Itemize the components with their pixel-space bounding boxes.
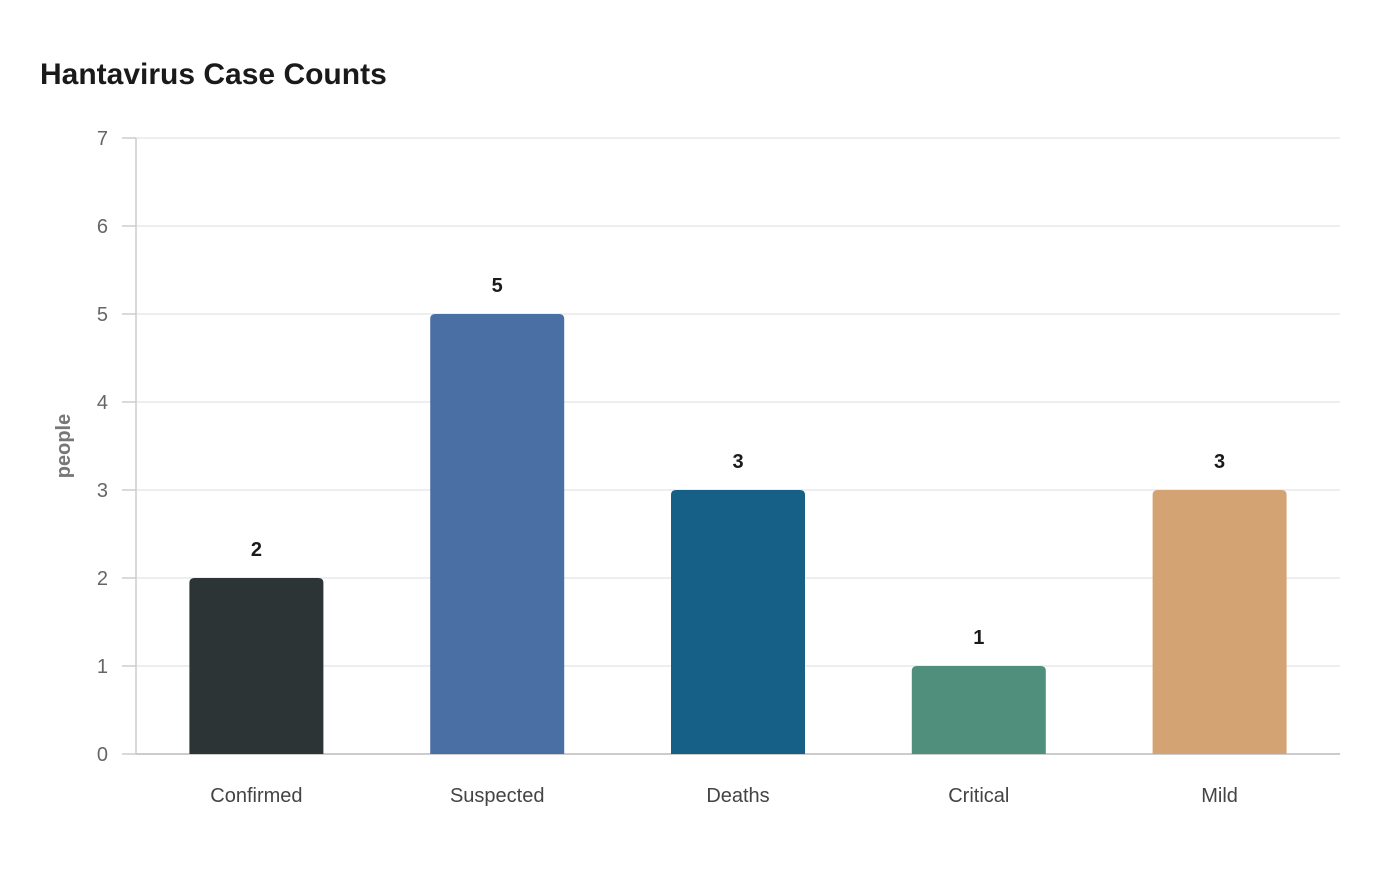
- bar-confirmed[interactable]: [189, 578, 324, 754]
- x-tick-label: Confirmed: [210, 785, 302, 807]
- value-labels: 2 5 3 1 3: [251, 275, 1225, 649]
- bar-deaths[interactable]: [671, 490, 805, 754]
- x-tick-label: Suspected: [450, 785, 545, 807]
- data-label: 1: [973, 627, 984, 649]
- data-label: 3: [732, 451, 743, 473]
- x-tick-label: Critical: [948, 785, 1009, 807]
- bar-mild[interactable]: [1152, 490, 1287, 754]
- bars: [189, 314, 1287, 754]
- data-label: 2: [251, 539, 262, 561]
- x-tick-label: Deaths: [706, 785, 769, 807]
- y-axis-label: people: [53, 414, 75, 478]
- category-labels: Confirmed Suspected Deaths Critical Mild: [210, 785, 1238, 807]
- data-label: 3: [1214, 451, 1225, 473]
- y-tick-label: 4: [97, 392, 108, 414]
- y-tick-label: 3: [97, 480, 108, 502]
- bar-suspected[interactable]: [430, 314, 565, 754]
- chart-title: Hantavirus Case Counts: [40, 58, 387, 91]
- data-label: 5: [492, 275, 503, 297]
- x-tick-label: Mild: [1201, 785, 1238, 807]
- y-tick-label: 0: [97, 744, 108, 766]
- y-tick-label: 2: [97, 568, 108, 590]
- y-tick-label: 6: [97, 216, 108, 238]
- y-tick-label: 7: [97, 128, 108, 150]
- y-tick-labels: 0 1 2 3 4 5 6 7: [97, 128, 108, 766]
- y-tick-label: 5: [97, 304, 108, 326]
- y-tick-label: 1: [97, 656, 108, 678]
- bar-critical[interactable]: [911, 666, 1046, 754]
